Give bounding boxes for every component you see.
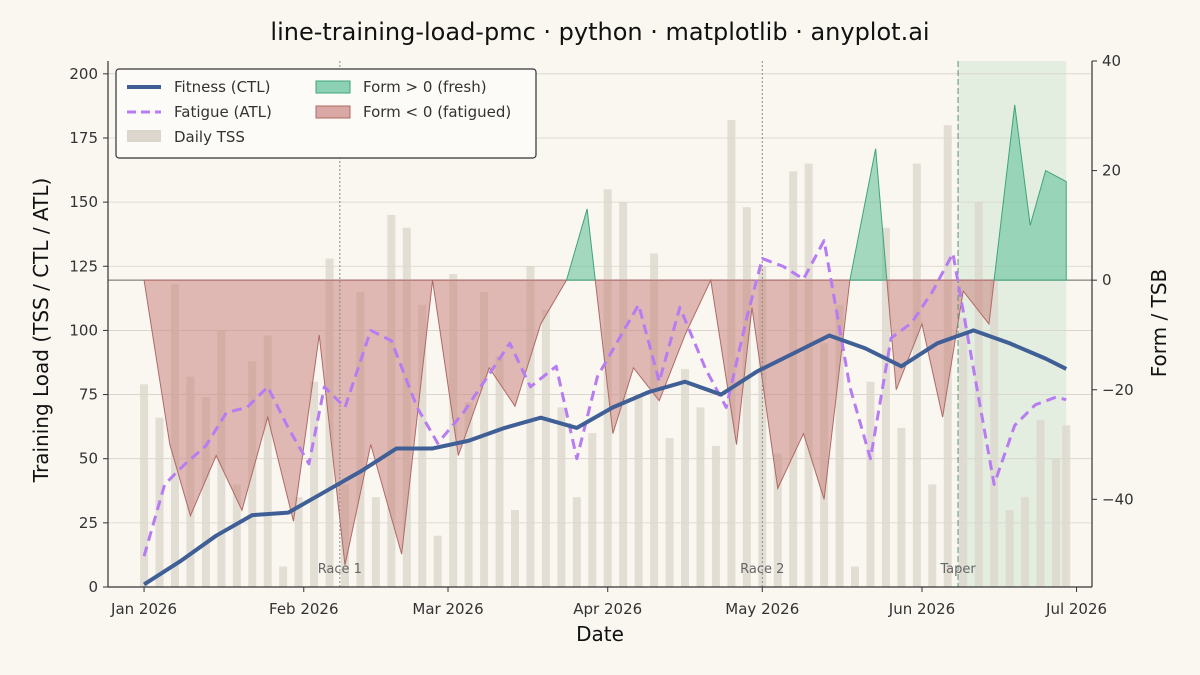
legend-swatch-fresh: [315, 80, 351, 94]
y-right-tick-label: 40: [1102, 52, 1121, 70]
tss-bar: [310, 381, 319, 587]
tss-bar: [201, 397, 210, 587]
y-axis-label: Training Load (TSS / CTL / ATL): [29, 178, 53, 484]
legend-label-fitness: Fitness (CTL): [174, 78, 270, 96]
tss-bar: [990, 279, 999, 587]
annotation-label: Race 2: [740, 562, 784, 577]
x-tick-label: Apr 2026: [573, 600, 642, 618]
chart-title: line-training-load-pmc · python · matplo…: [270, 18, 929, 46]
tss-bar: [433, 535, 442, 587]
tss-bar: [928, 484, 937, 587]
y-tick-label: 175: [69, 129, 98, 147]
x-tick-label: Jan 2026: [110, 600, 177, 618]
tss-bar: [449, 273, 458, 587]
tss-bar: [1051, 458, 1060, 587]
y-tick-label: 25: [79, 514, 98, 532]
y-tick-label: 75: [79, 386, 98, 404]
tss-bar: [959, 317, 968, 587]
tss-bar: [835, 304, 844, 587]
tss-bar: [665, 438, 674, 587]
legend-swatch-fatigued: [315, 105, 351, 119]
axes: 0 25 50 75 100 125 150 175 200 −40 −20 0 20 40 Jan 202…: [69, 52, 1133, 618]
tss-bar: [634, 394, 643, 587]
tss-bar: [464, 402, 473, 587]
legend-label-fresh: Form > 0 (fresh): [363, 78, 487, 96]
form-fresh-area: [565, 208, 596, 281]
tss-bar: [1005, 510, 1014, 587]
series-lines: [142, 239, 1068, 587]
x-tick-label: Jun 2026: [888, 600, 955, 618]
tss-bar: [232, 484, 241, 587]
tss-bar: [881, 227, 890, 587]
tss-bar: [294, 497, 303, 587]
x-tick-label: Feb 2026: [269, 600, 339, 618]
tss-bar: [480, 291, 489, 587]
tss-bar: [912, 163, 921, 587]
tss-bar: [1036, 420, 1045, 587]
annotation-lines: Race 1 Race 2 Taper: [318, 61, 976, 587]
tss-bar: [557, 407, 566, 587]
y-tick-label: 150: [69, 193, 98, 211]
tss-bar: [650, 253, 659, 587]
annotation-label: Race 1: [318, 562, 362, 577]
y-right-tick-label: −20: [1102, 381, 1134, 399]
tss-bar: [279, 566, 288, 587]
y-right-tick-label: 0: [1102, 271, 1112, 289]
tss-bar: [541, 309, 550, 587]
tss-bar: [866, 381, 875, 587]
y-tick-label: 125: [69, 257, 98, 275]
tss-bar: [897, 427, 906, 587]
tss-bar: [495, 356, 504, 587]
legend-label-fatigued: Form < 0 (fatigued): [363, 103, 511, 121]
legend-swatch-tss: [127, 130, 161, 142]
form-fatigued-area: [886, 279, 995, 418]
form-area: [143, 104, 1067, 566]
tss-bar: [1021, 497, 1030, 587]
tss-bar: [773, 453, 782, 587]
form-fresh-area: [849, 148, 888, 281]
fatigue-line: [142, 239, 1067, 557]
tss-bar: [526, 266, 535, 587]
x-tick-label: Mar 2026: [412, 600, 483, 618]
tss-bar: [974, 202, 983, 587]
y-tick-label: 200: [69, 65, 98, 83]
x-axis-label: Date: [576, 622, 624, 646]
tss-bar: [588, 433, 597, 587]
legend-label-tss: Daily TSS: [174, 128, 245, 146]
tss-bar: [572, 497, 581, 587]
tss-bar: [418, 304, 427, 587]
tss-bar: [140, 384, 149, 587]
form-fresh-area: [993, 104, 1067, 281]
tss-bar: [510, 510, 519, 587]
legend: Fitness (CTL) Fatigue (ATL) Daily TSS Fo…: [115, 68, 537, 159]
tss-bar: [263, 335, 272, 587]
fitness-line: [142, 328, 1068, 587]
tss-bar: [371, 497, 380, 587]
tss-bar: [681, 368, 690, 587]
y-right-tick-label: 20: [1102, 162, 1121, 180]
y-tick-label: 100: [69, 321, 98, 339]
y-tick-label: 0: [88, 578, 98, 596]
legend-label-fatigue: Fatigue (ATL): [174, 103, 272, 121]
form-fatigued-area: [594, 278, 851, 500]
x-tick-label: Jul 2026: [1045, 600, 1107, 618]
annotation-label: Taper: [939, 562, 976, 577]
y-axis-right-label: Form / TSB: [1147, 269, 1171, 377]
tss-bar: [1062, 425, 1071, 587]
y-right-tick-label: −40: [1102, 490, 1134, 508]
tss-bar: [851, 566, 860, 587]
x-tick-label: May 2026: [725, 600, 799, 618]
tss-bar: [711, 445, 720, 587]
tss-bar: [696, 407, 705, 587]
tss-bar: [742, 207, 751, 587]
y-tick-label: 50: [79, 450, 98, 468]
form-fatigued-area: [143, 279, 568, 566]
